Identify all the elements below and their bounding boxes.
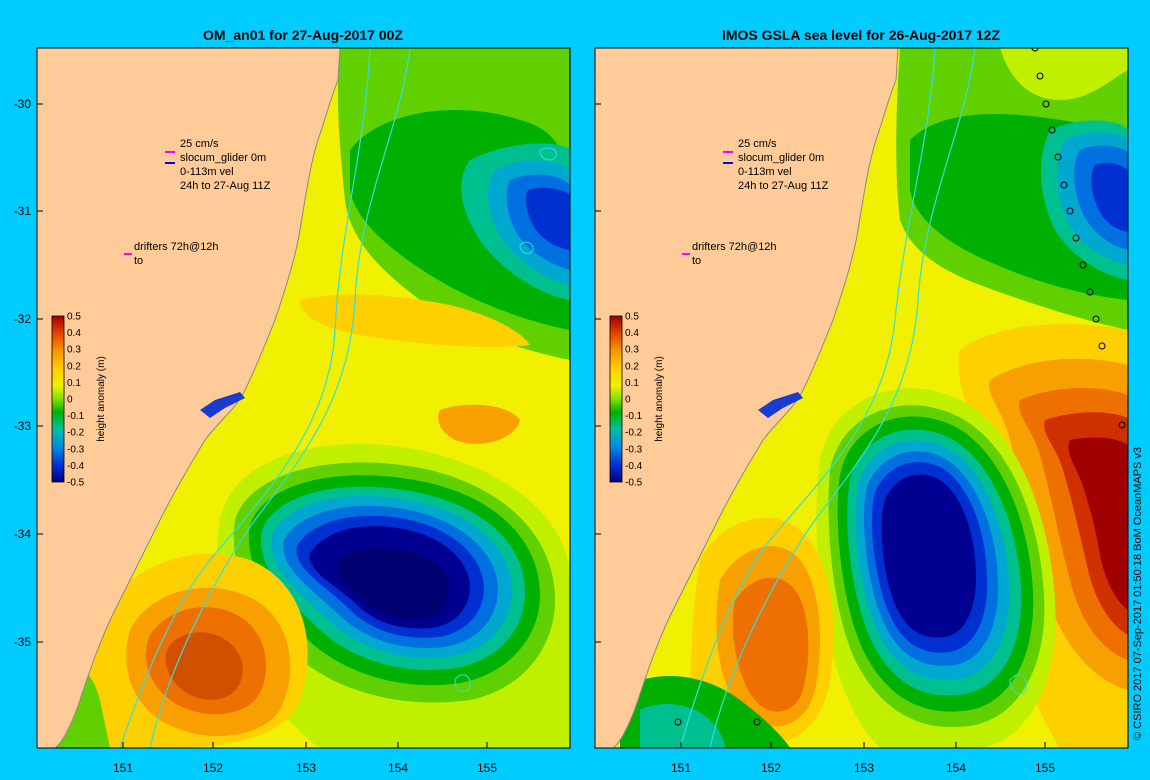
colorbar-tick-label: 0.3: [67, 345, 81, 356]
colorbar-tick-label: 0: [625, 395, 631, 406]
legend-period: 24h to 27-Aug 11Z: [738, 180, 829, 192]
colorbars: 0.5 0.4 0.3 0.2 0.1 0 -0.1 -0.2 -0.3 -0.4 -0.5 heig…: [51, 312, 665, 489]
lat-tick-label: -32: [14, 312, 32, 326]
colorbar-label: height anomaly (m): [654, 356, 665, 442]
legend-period: 24h to 27-Aug 11Z: [180, 180, 271, 192]
lat-tick-label: -35: [14, 635, 32, 649]
colorbar-tick-label: 0.1: [625, 378, 639, 389]
colorbar-tick-label: 0.5: [625, 312, 639, 323]
lon-tick-label: 153: [854, 761, 874, 775]
lat-tick-label: -34: [14, 527, 32, 541]
lon-tick-label: 155: [477, 761, 497, 775]
colorbar-tick-label: -0.3: [67, 444, 85, 455]
legend-series1: slocum_glider 0m: [738, 152, 824, 164]
panel-left: OM_an01 for 27-Aug-2017 00Z: [36, 27, 571, 749]
lat-tick-label: -30: [14, 97, 32, 111]
panel-left-title: OM_an01 for 27-Aug-2017 00Z: [203, 27, 403, 43]
colorbar-tick-label: -0.1: [67, 411, 85, 422]
legend-drifters1: drifters 72h@12h: [134, 241, 219, 253]
colorbar-tick-label: 0.5: [67, 312, 81, 323]
colorbar-tick-label: -0.1: [625, 411, 643, 422]
colorbar-tick-label: 0.2: [625, 361, 639, 372]
lon-tick-label: 152: [203, 761, 223, 775]
axes: 151 152 153 154 155 -30 -31 -32 -33 -34 -35 151 152 1…: [14, 97, 1056, 775]
lat-tick-label: -31: [14, 204, 32, 218]
colorbar-tick-label: 0: [67, 395, 73, 406]
lon-tick-label: 151: [113, 761, 133, 775]
lon-tick-label: 154: [388, 761, 408, 775]
colorbar-tick-label: -0.3: [625, 444, 643, 455]
colorbar-tick-label: -0.4: [625, 461, 643, 472]
legend-speed: 25 cm/s: [738, 138, 777, 150]
legend-series2: 0-113m vel: [738, 166, 792, 178]
colorbar-tick-label: 0.1: [67, 378, 81, 389]
colorbar-tick-label: 0.2: [67, 361, 81, 372]
lon-tick-label: 151: [671, 761, 691, 775]
colorbar-label: height anomaly (m): [96, 356, 107, 442]
legend-series1: slocum_glider 0m: [180, 152, 266, 164]
colorbar-tick-label: -0.5: [67, 478, 85, 489]
colorbar-tick-label: -0.4: [67, 461, 85, 472]
panel-right-field: [595, 48, 1128, 748]
credit-text: © CSIRO 2017 07-Sep-2017 01:50:18 BoM Oc…: [1132, 447, 1144, 740]
colorbar-tick-label: -0.2: [625, 428, 643, 439]
panel-right-title: IMOS GSLA sea level for 26-Aug-2017 12Z: [722, 27, 1000, 43]
colorbar: [609, 315, 623, 483]
panel-left-field: [37, 48, 570, 748]
colorbar-tick-label: 0.4: [625, 328, 639, 339]
lat-tick-label: -33: [14, 419, 32, 433]
legend-drifters2: to: [692, 255, 701, 267]
lon-tick-label: 152: [761, 761, 781, 775]
lon-tick-label: 154: [946, 761, 966, 775]
legend-drifters2: to: [134, 255, 143, 267]
legend-drifters1: drifters 72h@12h: [692, 241, 777, 253]
colorbar-tick-label: -0.2: [67, 428, 85, 439]
colorbar-tick-label: 0.4: [67, 328, 81, 339]
lon-tick-label: 153: [296, 761, 316, 775]
colorbar-tick-label: -0.5: [625, 478, 643, 489]
colorbar-tick-label: 0.3: [625, 345, 639, 356]
lon-tick-label: 155: [1035, 761, 1055, 775]
colorbar: [51, 315, 65, 483]
panel-right: IMOS GSLA sea level for 26-Aug-2017 12Z: [594, 27, 1129, 749]
legend-speed: 25 cm/s: [180, 138, 219, 150]
legend-series2: 0-113m vel: [180, 166, 234, 178]
